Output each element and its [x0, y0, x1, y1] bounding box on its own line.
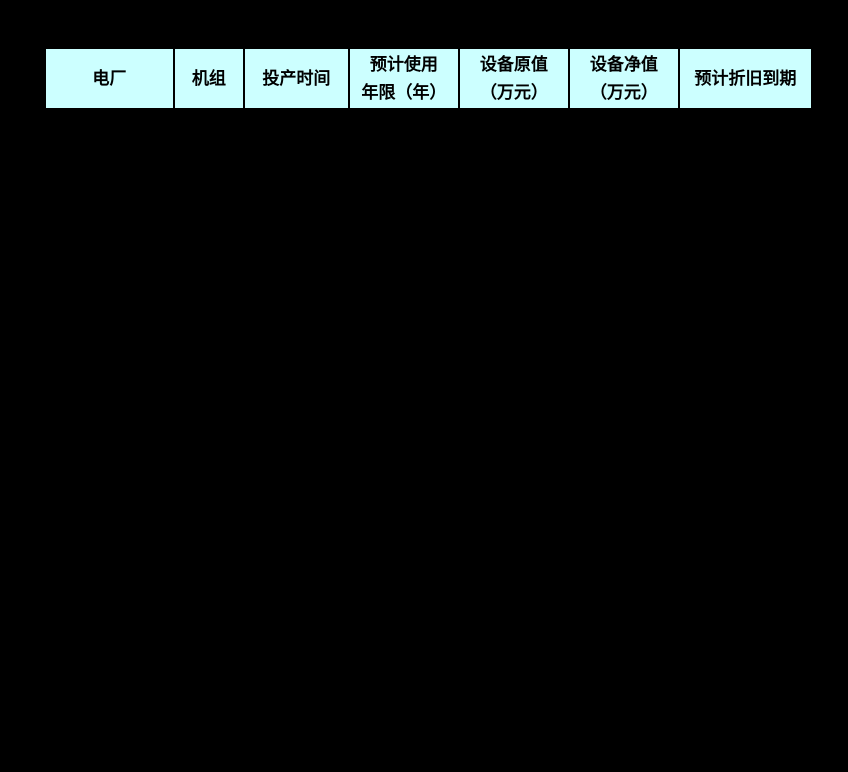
col-header-original-value-label-line2: （万元） — [480, 82, 548, 102]
col-header-net-value-label-line2: （万元） — [590, 82, 658, 102]
col-header-original-value-label-line1: 设备原值 — [480, 54, 548, 74]
col-header-plant: 电厂 — [44, 47, 175, 110]
col-header-net-value: 设备净值 （万元） — [568, 47, 680, 110]
col-header-original-value: 设备原值 （万元） — [458, 47, 570, 110]
col-header-commission-date: 投产时间 — [243, 47, 350, 110]
col-header-service-life-label-line2: 年限（年） — [361, 82, 447, 102]
col-header-commission-date-label: 投产时间 — [262, 68, 331, 88]
equipment-table-container: 电厂 机组 投产时间 预计使用 年限（年） 设备原值 （万元） — [44, 47, 813, 110]
col-header-service-life-label-line1: 预计使用 — [370, 54, 438, 74]
table-header-row: 电厂 机组 投产时间 预计使用 年限（年） 设备原值 （万元） — [44, 47, 813, 110]
col-header-net-value-label-line1: 设备净值 — [590, 54, 658, 74]
col-header-unit-label: 机组 — [192, 68, 226, 88]
col-header-unit: 机组 — [173, 47, 245, 110]
col-header-plant-label: 电厂 — [92, 68, 127, 88]
col-header-depreciation-expiry-label: 预计折旧到期 — [694, 68, 797, 88]
col-header-service-life: 预计使用 年限（年） — [348, 47, 460, 110]
equipment-depreciation-table: 电厂 机组 投产时间 预计使用 年限（年） 设备原值 （万元） — [44, 47, 813, 110]
col-header-depreciation-expiry: 预计折旧到期 — [678, 47, 813, 110]
